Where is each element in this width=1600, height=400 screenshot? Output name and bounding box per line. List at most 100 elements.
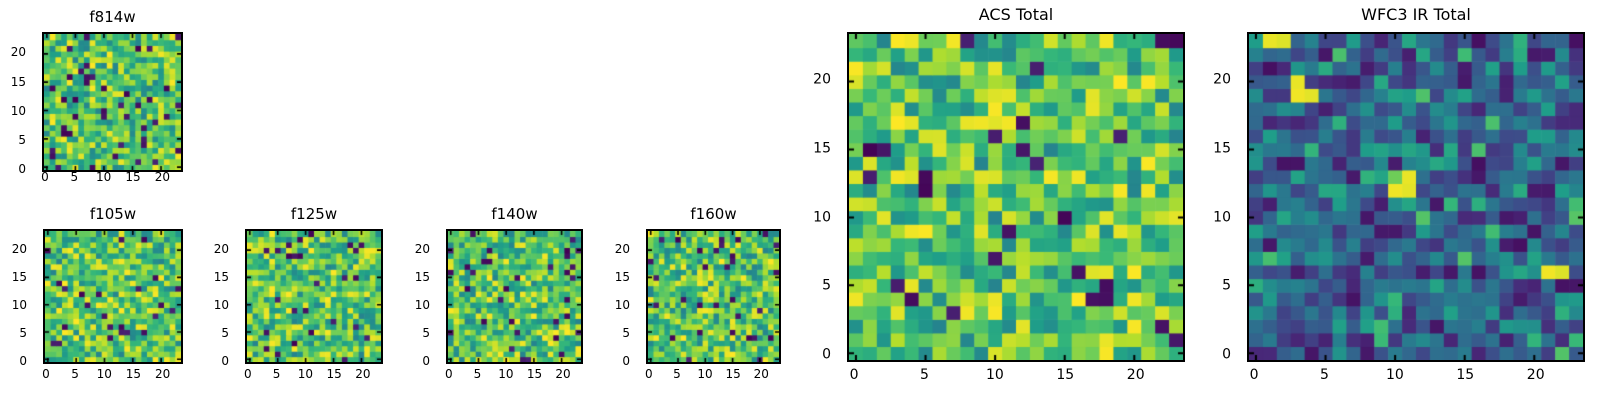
x-tick-label: 10 — [697, 367, 713, 381]
y-tick-label: 20 — [11, 241, 27, 256]
x-tick-label: 20 — [1126, 367, 1145, 383]
panel-f160w: f160w 0 5 10 15 20 0 5 10 15 20 — [615, 205, 781, 380]
y-tick-label: 0 — [221, 353, 229, 368]
y-tick-label: 0 — [822, 346, 831, 363]
x-tick-label: 5 — [71, 367, 79, 381]
y-tick-label: 20 — [1213, 71, 1231, 88]
y-tick-label: 5 — [822, 278, 831, 295]
y-tick-label: 20 — [10, 45, 26, 60]
y-tick-label: 20 — [614, 241, 630, 256]
x-tick-label: 10 — [498, 367, 514, 381]
x-tick-label: 20 — [753, 367, 769, 381]
x-tick-label: 20 — [154, 170, 171, 184]
panel-title-f814w: f814w — [89, 8, 136, 26]
y-tick-label: 0 — [19, 353, 27, 368]
y-tick-label: 10 — [614, 297, 630, 312]
x-axis-ticks: 0 5 10 15 20 — [244, 367, 383, 388]
x-tick-label: 0 — [244, 367, 252, 381]
x-tick-label: 15 — [1056, 367, 1075, 383]
y-tick-label: 20 — [213, 241, 229, 256]
heatmap-wfc3-ir-total — [1247, 32, 1585, 362]
y-tick-label: 15 — [213, 269, 229, 284]
x-tick-label: 0 — [41, 170, 49, 184]
x-tick-label: 10 — [1385, 367, 1404, 383]
x-tick-label: 5 — [673, 367, 681, 381]
y-axis-ticks: 0 5 10 15 20 — [0, 229, 35, 368]
y-tick-label: 15 — [614, 269, 630, 284]
y-tick-label: 5 — [18, 132, 26, 147]
y-tick-label: 15 — [10, 74, 26, 89]
x-axis-ticks: 0 5 10 15 20 — [41, 170, 183, 191]
panel-title-f105w: f105w — [89, 205, 137, 223]
y-tick-label: 10 — [10, 103, 26, 118]
panel-wfc3-ir-total: WFC3 IR Total 0 5 10 15 20 0 5 10 15 20 — [1213, 5, 1585, 382]
panel-f125w: f125w 0 5 10 15 20 0 5 10 15 20 — [214, 205, 383, 380]
heatmap-f125w — [245, 229, 383, 364]
x-tick-label: 10 — [96, 367, 112, 381]
panel-f105w: f105w 0 5 10 15 20 0 5 10 15 20 — [12, 205, 183, 380]
x-tick-label: 10 — [985, 367, 1004, 383]
x-tick-label: 5 — [1319, 367, 1329, 383]
x-tick-label: 15 — [526, 367, 543, 381]
heatmap-f160w — [646, 229, 781, 364]
heatmap-f140w — [446, 229, 583, 364]
y-tick-label: 15 — [11, 269, 27, 284]
heatmap-f105w — [43, 229, 183, 364]
y-tick-label: 0 — [18, 161, 26, 176]
x-tick-label: 15 — [125, 170, 141, 184]
y-tick-label: 10 — [1213, 209, 1231, 226]
y-axis-ticks: 0 5 10 15 20 — [594, 229, 638, 367]
y-tick-label: 10 — [813, 209, 831, 226]
y-tick-label: 10 — [11, 297, 27, 312]
x-tick-label: 5 — [272, 367, 281, 381]
x-tick-label: 20 — [154, 367, 171, 381]
x-axis-ticks: 0 5 10 15 20 — [445, 367, 583, 388]
y-axis-ticks: 0 5 10 15 20 — [1195, 32, 1239, 362]
y-axis-ticks: 0 5 10 15 20 — [193, 229, 237, 368]
y-tick-label: 15 — [414, 269, 430, 284]
panel-title-f140w: f140w — [491, 205, 538, 223]
x-tick-label: 15 — [125, 367, 142, 381]
panel-title-f160w: f160w — [690, 205, 737, 223]
heatmap-acs-total — [847, 32, 1185, 362]
y-tick-label: 0 — [422, 353, 430, 368]
panel-acs-total: ACS Total 0 5 10 15 20 0 5 10 15 20 — [813, 5, 1185, 382]
heatmap-f814w — [42, 32, 183, 172]
panel-title-acs-total: ACS Total — [978, 5, 1054, 24]
x-tick-label: 10 — [96, 170, 112, 184]
panel-title-wfc3-ir-total: WFC3 IR Total — [1361, 5, 1471, 24]
y-axis-ticks: 0 5 10 15 20 — [0, 32, 34, 176]
y-tick-label: 10 — [414, 297, 430, 312]
x-axis-ticks: 0 5 10 15 20 — [847, 368, 1185, 388]
x-tick-label: 5 — [473, 367, 482, 381]
x-tick-label: 0 — [849, 367, 859, 383]
x-tick-label: 0 — [1249, 367, 1259, 383]
x-tick-label: 20 — [355, 367, 371, 381]
x-tick-label: 0 — [445, 367, 453, 381]
panel-f140w: f140w 0 5 10 15 20 0 5 10 15 20 — [415, 205, 583, 380]
x-tick-label: 5 — [919, 367, 929, 383]
panel-f814w: f814w 0 5 10 15 20 0 5 10 15 20 — [11, 8, 183, 183]
y-tick-label: 20 — [414, 241, 430, 256]
y-tick-label: 5 — [1222, 278, 1231, 295]
x-tick-label: 5 — [70, 170, 79, 184]
x-axis-ticks: 0 5 10 15 20 — [644, 367, 781, 388]
y-tick-label: 5 — [422, 325, 430, 340]
y-tick-label: 0 — [1222, 346, 1231, 363]
y-tick-label: 15 — [813, 140, 831, 157]
x-tick-label: 20 — [555, 367, 571, 381]
x-tick-label: 15 — [1456, 367, 1475, 383]
y-tick-label: 15 — [1213, 140, 1231, 157]
panel-title-f125w: f125w — [290, 205, 338, 223]
x-tick-label: 20 — [1526, 367, 1545, 383]
x-tick-label: 15 — [725, 367, 741, 381]
y-tick-label: 5 — [622, 325, 630, 340]
x-tick-label: 0 — [644, 367, 653, 381]
y-tick-label: 10 — [213, 297, 229, 312]
x-axis-ticks: 0 5 10 15 20 — [1247, 368, 1585, 388]
y-axis-ticks: 0 5 10 15 20 — [394, 229, 438, 368]
x-tick-label: 15 — [326, 367, 342, 381]
x-tick-label: 10 — [297, 367, 314, 381]
y-tick-label: 5 — [19, 325, 27, 340]
x-axis-ticks: 0 5 10 15 20 — [42, 367, 183, 388]
